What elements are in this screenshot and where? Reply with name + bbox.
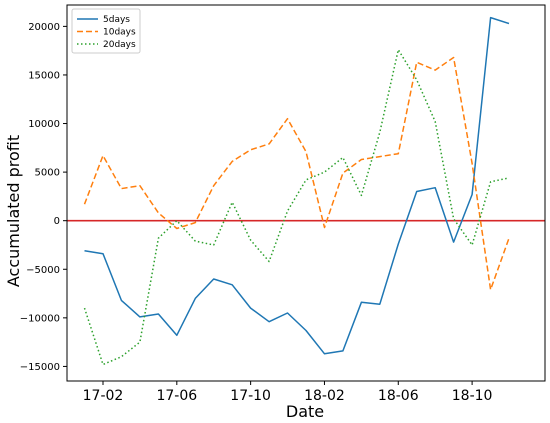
legend-label-5days: 5days — [103, 15, 130, 25]
y-axis-title: Accumulated profit — [4, 135, 23, 287]
x-tick-label: 17-02 — [83, 388, 124, 404]
y-tick-label: 20000 — [28, 22, 60, 33]
x-tick-label: 17-10 — [230, 388, 271, 404]
axes: −15000 −10000 −5000 0 5000 10000 15000 20000 17-… — [20, 4, 546, 404]
plot-frame — [66, 4, 546, 382]
y-tick-label: −5000 — [26, 265, 60, 276]
y-tick-label: 5000 — [35, 168, 60, 179]
legend-box — [71, 8, 141, 54]
x-tick-label: 18-06 — [378, 388, 419, 404]
plot-area — [67, 16, 545, 366]
y-tick-label: 10000 — [28, 119, 60, 130]
series-line-5days — [84, 16, 510, 355]
x-tick-label: 18-02 — [304, 388, 345, 404]
x-tick-label: 18-10 — [452, 388, 493, 404]
y-tick-label: −10000 — [20, 313, 60, 324]
legend-label-20days: 20days — [103, 40, 136, 50]
legend-label-10days: 10days — [103, 28, 136, 38]
series-line-10days — [83, 56, 510, 291]
legend: 5days 10days 20days — [71, 8, 141, 54]
x-axis-title: Date — [286, 402, 324, 421]
series-line-20days — [83, 48, 510, 366]
y-tick-label: 15000 — [28, 70, 60, 81]
y-tick-label: −15000 — [20, 362, 60, 373]
y-tick-label: 0 — [54, 216, 60, 227]
x-tick-label: 17-06 — [156, 388, 197, 404]
